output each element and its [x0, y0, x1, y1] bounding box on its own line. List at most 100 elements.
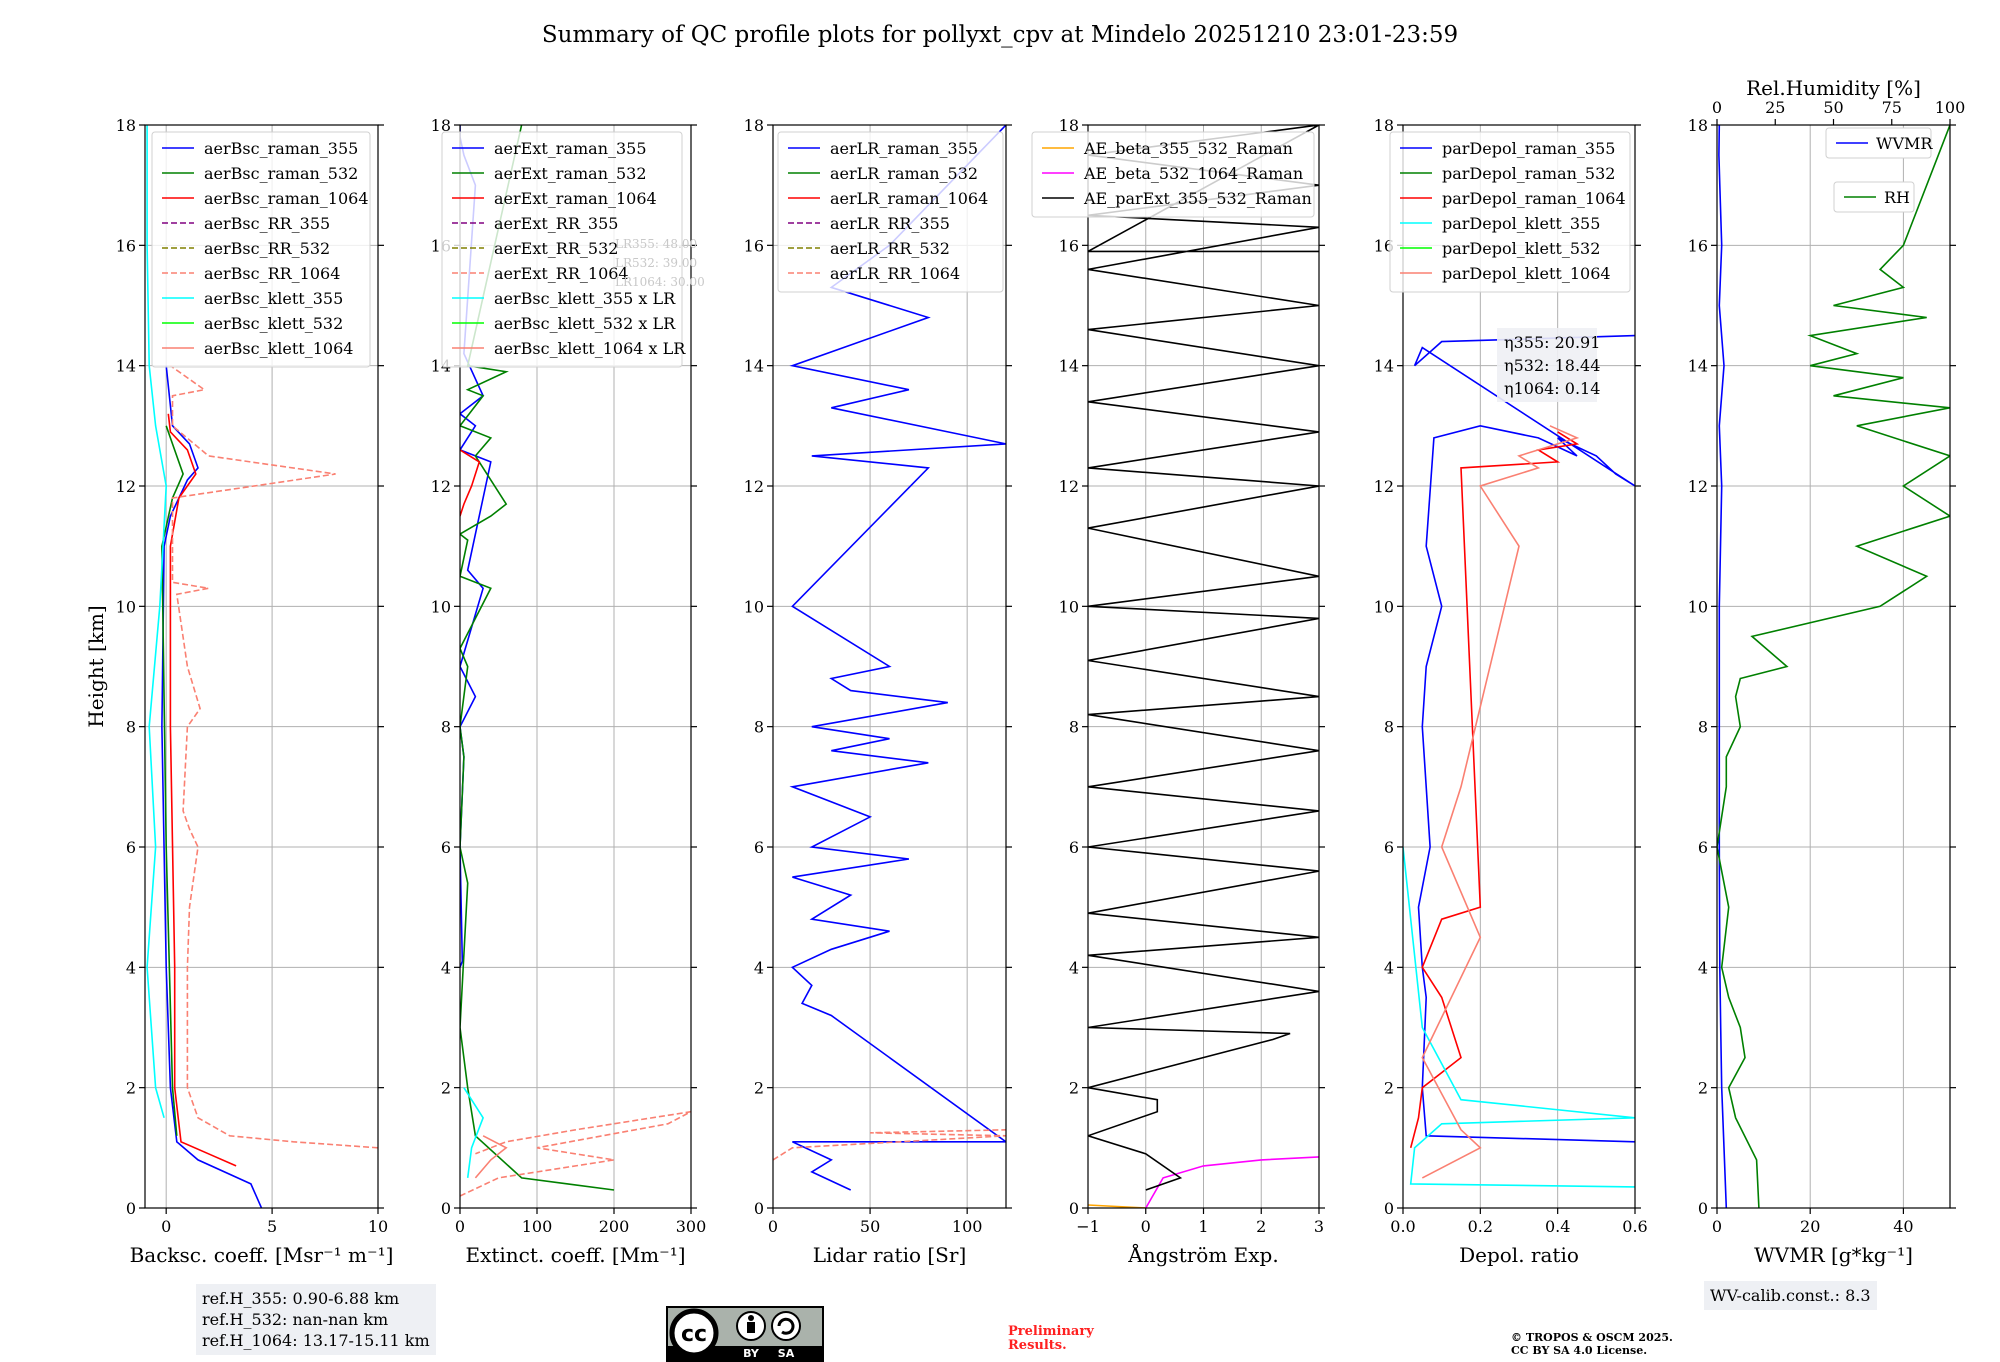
x2-axis-label: Rel.Humidity [%]: [1746, 76, 1921, 100]
y-tick-label: 0: [1384, 1199, 1394, 1218]
x-axis-label: Backsc. coeff. [Msr⁻¹ m⁻¹]: [130, 1243, 394, 1267]
series-aerbsc-klett-355-x-lr: [463, 1087, 484, 1179]
y-tick-label: 14: [744, 357, 764, 376]
legend-label: parDepol_raman_532: [1442, 164, 1615, 183]
x-tick-label: 100: [522, 1217, 553, 1236]
legend-label: aerLR_raman_1064: [830, 189, 988, 208]
y-tick-label: 0: [1698, 1199, 1708, 1218]
series-aerlr-rr-1064: [773, 1129, 1006, 1161]
series-aerext-raman-532: [460, 125, 615, 1191]
series-aerbsc-rr-1064: [169, 365, 378, 1149]
axes-frame: [772, 124, 1007, 1209]
cc-by-sa-logo: cc BY SA: [666, 1306, 824, 1362]
series-aerext-rr-1064: [460, 1110, 691, 1197]
y-tick-label: 12: [1688, 477, 1708, 496]
y-tick-label: 14: [1059, 357, 1079, 376]
lidar-ratio-label: LR355: 48.00: [615, 237, 697, 251]
preliminary-line-1: Preliminary: [1008, 1324, 1094, 1339]
y-tick-label: 0: [126, 1199, 136, 1218]
series-pardepol-raman-355: [1413, 334, 1635, 1143]
y-tick-label: 10: [1374, 597, 1394, 616]
legend-label: aerBsc_klett_1064 x LR: [494, 339, 686, 358]
y-tick-label: 4: [1384, 958, 1394, 977]
eta-label: η532: 18.44: [1504, 356, 1600, 375]
y-tick-label: 8: [441, 718, 451, 737]
legend-label: aerLR_raman_355: [830, 139, 978, 158]
y-tick-label: 18: [1059, 116, 1079, 135]
y-tick-label: 8: [754, 718, 764, 737]
x2-tick-label: 100: [1935, 98, 1966, 117]
lidar-ratio-label: LR532: 39.00: [615, 256, 697, 270]
legend-box: [441, 131, 683, 368]
x-tick-label: 0.0: [1390, 1217, 1415, 1236]
x-tick-label: 20: [1800, 1217, 1820, 1236]
y-tick-label: 14: [1688, 357, 1708, 376]
series-aerbsc-klett-1064-x-lr: [474, 1135, 508, 1179]
y-tick-label: 12: [431, 477, 451, 496]
x-axis-label: Extinct. coeff. [Mm⁻¹]: [465, 1243, 685, 1267]
preliminary-note: Preliminary Results.: [1008, 1325, 1094, 1353]
y-tick-label: 4: [1698, 958, 1708, 977]
y-tick-label: 10: [116, 597, 136, 616]
y-tick-label: 10: [744, 597, 764, 616]
legend-ext: aerExt_raman_355 aerExt_raman_532 aerExt_r…: [441, 131, 686, 368]
eta-label: η355: 20.91: [1504, 333, 1600, 352]
legend-label: aerExt_raman_355: [494, 139, 647, 158]
y-tick-label: 2: [1069, 1079, 1079, 1098]
y-tick-label: 8: [1384, 718, 1394, 737]
y-tick-label: 12: [1059, 477, 1079, 496]
x-tick-label: 0.4: [1545, 1217, 1570, 1236]
y-tick-label: 18: [1374, 116, 1394, 135]
legend-label: parDepol_raman_355: [1442, 139, 1615, 158]
y-tick-label: 10: [1059, 597, 1079, 616]
x-tick-label: 100: [952, 1217, 983, 1236]
x2-tick-label: 50: [1823, 98, 1843, 117]
preliminary-line-2: Results.: [1008, 1338, 1067, 1353]
axes-frame: [1402, 124, 1636, 1209]
eta-label: η1064: 0.14: [1504, 379, 1600, 398]
y-tick-label: 0: [441, 1199, 451, 1218]
y-tick-label: 2: [1698, 1079, 1708, 1098]
x-tick-label: 0: [161, 1217, 171, 1236]
y-tick-label: 18: [116, 116, 136, 135]
legend-label: aerBsc_klett_532: [204, 314, 343, 333]
y-tick-label: 6: [441, 838, 451, 857]
copyright-line-2: CC BY SA 4.0 License.: [1511, 1344, 1648, 1357]
series-pardepol-klett-355: [1403, 846, 1635, 1188]
y-tick-label: 2: [441, 1079, 451, 1098]
y-tick-label: 8: [1698, 718, 1708, 737]
legend-label: parDepol_raman_1064: [1442, 189, 1626, 208]
x-axis-label: Ångström Exp.: [1127, 1242, 1278, 1267]
x2-tick-label: 0: [1712, 98, 1722, 117]
legend-wv: WVMR RH: [1825, 127, 1933, 213]
copyright-line-1: © TROPOS & OSCM 2025.: [1511, 1331, 1673, 1344]
wv-calib-label: WV-calib.const.: 8.3: [1710, 1286, 1871, 1305]
legend-label: aerBsc_RR_532: [204, 239, 330, 258]
series-pardepol-klett-1064: [1421, 425, 1580, 1179]
axes-frame: [1716, 124, 1951, 1209]
copyright-note: © TROPOS & OSCM 2025. CC BY SA 4.0 Licen…: [1511, 1331, 1673, 1357]
legend-label: aerExt_RR_355: [494, 214, 618, 233]
legend-label: parDepol_klett_532: [1442, 239, 1600, 258]
legend-box: [1389, 131, 1631, 293]
cc-by-label: BY: [743, 1347, 760, 1360]
y-tick-label: 10: [1688, 597, 1708, 616]
legend-label: aerBsc_raman_355: [204, 139, 358, 158]
y-tick-label: 6: [1698, 838, 1708, 857]
x-tick-label: 1: [1198, 1217, 1208, 1236]
y-tick-label: 18: [431, 116, 451, 135]
y-tick-label: 16: [744, 236, 764, 255]
y-tick-label: 6: [126, 838, 136, 857]
legend-label: aerExt_RR_532: [494, 239, 618, 258]
y-tick-label: 4: [441, 958, 451, 977]
y-tick-label: 2: [1384, 1079, 1394, 1098]
y-axis-label: Height [km]: [84, 605, 108, 727]
x-tick-label: 50: [860, 1217, 880, 1236]
y-tick-label: 8: [1069, 718, 1079, 737]
cc-sa-label: SA: [778, 1347, 795, 1360]
series-rh: [1717, 125, 1950, 1208]
legend-box: [1825, 127, 1932, 159]
series-ae-beta-532-1064-raman: [1145, 1156, 1319, 1208]
